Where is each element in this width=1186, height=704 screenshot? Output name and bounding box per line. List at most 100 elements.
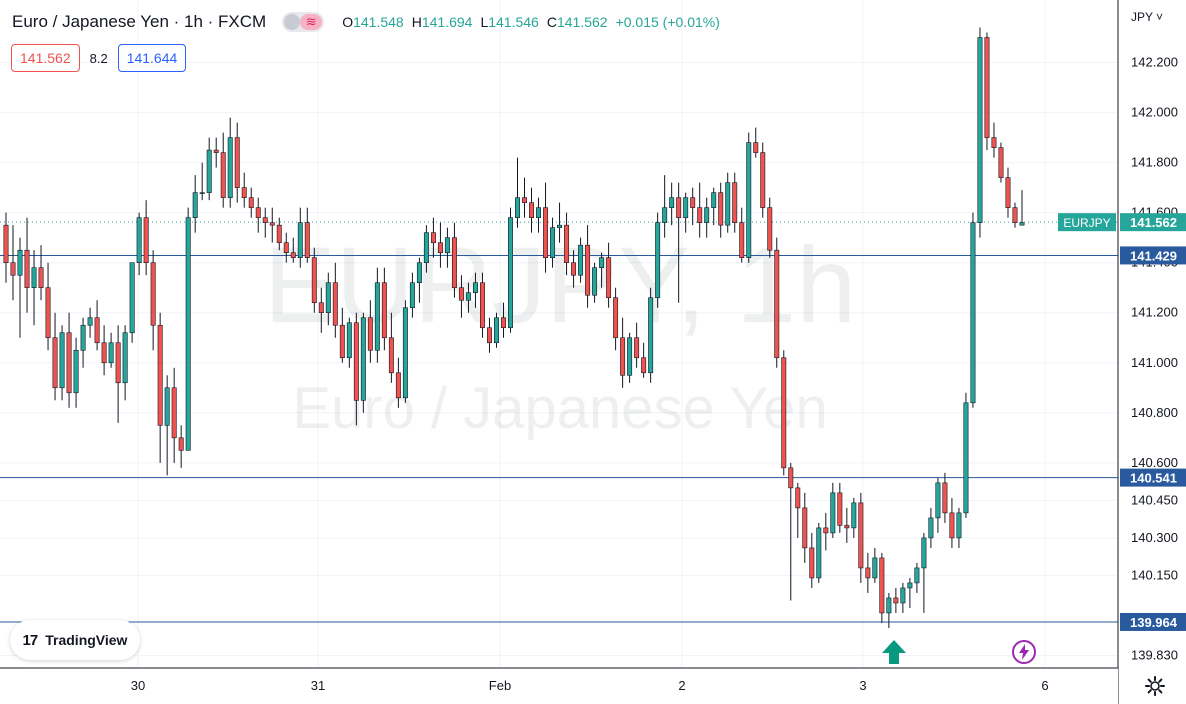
candle-body	[725, 182, 731, 226]
candle-body	[157, 324, 163, 426]
candle-body	[942, 482, 948, 514]
symbol-title[interactable]: Euro / Japanese Yen · 1h · FXCM	[12, 12, 267, 31]
candle-body	[115, 342, 121, 384]
candle-body	[24, 249, 30, 289]
close-value: 141.562	[556, 14, 608, 30]
candle-body	[914, 567, 920, 584]
candle-body	[872, 557, 878, 579]
candle-body	[248, 197, 254, 208]
tradingview-logo[interactable]: 17 TradingView	[10, 620, 140, 660]
candle-body	[339, 324, 345, 359]
candle-body	[522, 197, 527, 203]
candle-body	[564, 224, 570, 263]
candle-body	[655, 222, 661, 299]
candle-body	[858, 502, 864, 569]
candle-body	[767, 207, 773, 251]
candle-body	[641, 357, 647, 374]
candle-body	[430, 232, 436, 243]
candle-body	[585, 244, 591, 296]
candle-body	[578, 244, 584, 276]
buy-price-button[interactable]: 141.644	[117, 44, 187, 72]
candle-body	[1012, 207, 1018, 223]
visibility-toggle[interactable]: ≋	[282, 12, 325, 32]
candle-body	[746, 142, 752, 258]
eye-toggle-icon[interactable]	[284, 14, 301, 30]
time-axis[interactable]	[0, 668, 1118, 704]
gear-icon[interactable]	[1144, 675, 1166, 697]
candle-body	[921, 537, 927, 569]
candle-body	[318, 302, 324, 314]
candle-body	[192, 192, 198, 218]
candle-body	[108, 342, 114, 364]
candle-body	[185, 217, 191, 451]
candle-body	[66, 332, 72, 394]
spread-value: 8.2	[89, 50, 108, 66]
candle-body	[935, 482, 941, 519]
lightning-icon[interactable]	[1010, 638, 1038, 666]
open-label: O	[342, 14, 354, 30]
candle-body	[900, 587, 906, 604]
candle-body	[59, 332, 65, 389]
y-tick-label: 140.300	[1131, 530, 1178, 545]
candle-body	[802, 507, 808, 549]
candle-body	[844, 525, 850, 529]
candle-body	[851, 502, 857, 529]
high-value: 141.694	[421, 14, 473, 30]
candle-body	[465, 292, 471, 301]
price-axis[interactable]	[1118, 0, 1186, 704]
candle-body	[711, 192, 717, 208]
candle-body	[907, 582, 913, 589]
candle-body	[879, 557, 885, 614]
candle-body	[10, 262, 16, 276]
candle-body	[998, 147, 1004, 178]
candle-body	[991, 137, 997, 148]
candle-body	[662, 207, 668, 223]
candle-body	[508, 217, 513, 329]
candle-body	[760, 152, 766, 208]
candle-body	[87, 317, 93, 326]
x-tick-label: 3	[859, 678, 866, 693]
last-price-label: 141.562	[1130, 215, 1177, 230]
candle-body	[634, 337, 640, 359]
candle-body	[970, 222, 976, 404]
candle-body	[781, 357, 787, 469]
sell-price-button[interactable]: 141.562	[11, 44, 80, 72]
candle-body	[949, 512, 955, 539]
line-price-label-bg	[1120, 612, 1186, 631]
x-tick-label: Feb	[489, 678, 511, 693]
candle-body	[374, 282, 380, 351]
candle-body	[984, 37, 990, 138]
candle-body	[501, 317, 506, 329]
candle-body	[571, 262, 577, 276]
candle-body	[487, 327, 492, 344]
y-tick-label: 142.200	[1131, 55, 1178, 70]
candle-body	[367, 317, 373, 351]
candle-body	[543, 207, 549, 258]
candle-body	[381, 282, 387, 339]
candle-body	[395, 372, 401, 399]
x-tick-label: 2	[678, 678, 685, 693]
currency-selector[interactable]: JPY ˅	[1131, 10, 1163, 24]
candle-body	[199, 192, 205, 194]
candle-body	[276, 224, 282, 243]
candle-body	[101, 342, 107, 364]
candle-body	[732, 182, 738, 223]
candle-body	[38, 267, 44, 289]
candle-body	[150, 262, 156, 326]
candle-body	[753, 142, 759, 153]
candle-body	[45, 287, 51, 339]
candle-body	[557, 224, 563, 228]
candle-body	[129, 262, 135, 334]
candle-body	[928, 517, 934, 539]
high-label: H	[411, 14, 422, 30]
candle-body	[416, 262, 422, 284]
candle-body	[304, 222, 310, 258]
y-tick-label: 140.450	[1131, 492, 1178, 507]
candle-body	[255, 207, 261, 218]
candle-body	[536, 207, 541, 218]
wave-icon[interactable]: ≋	[300, 14, 323, 30]
x-tick-label: 30	[131, 678, 145, 693]
y-tick-label: 141.200	[1131, 305, 1178, 320]
chevron-down-icon: ˅	[1156, 10, 1164, 24]
